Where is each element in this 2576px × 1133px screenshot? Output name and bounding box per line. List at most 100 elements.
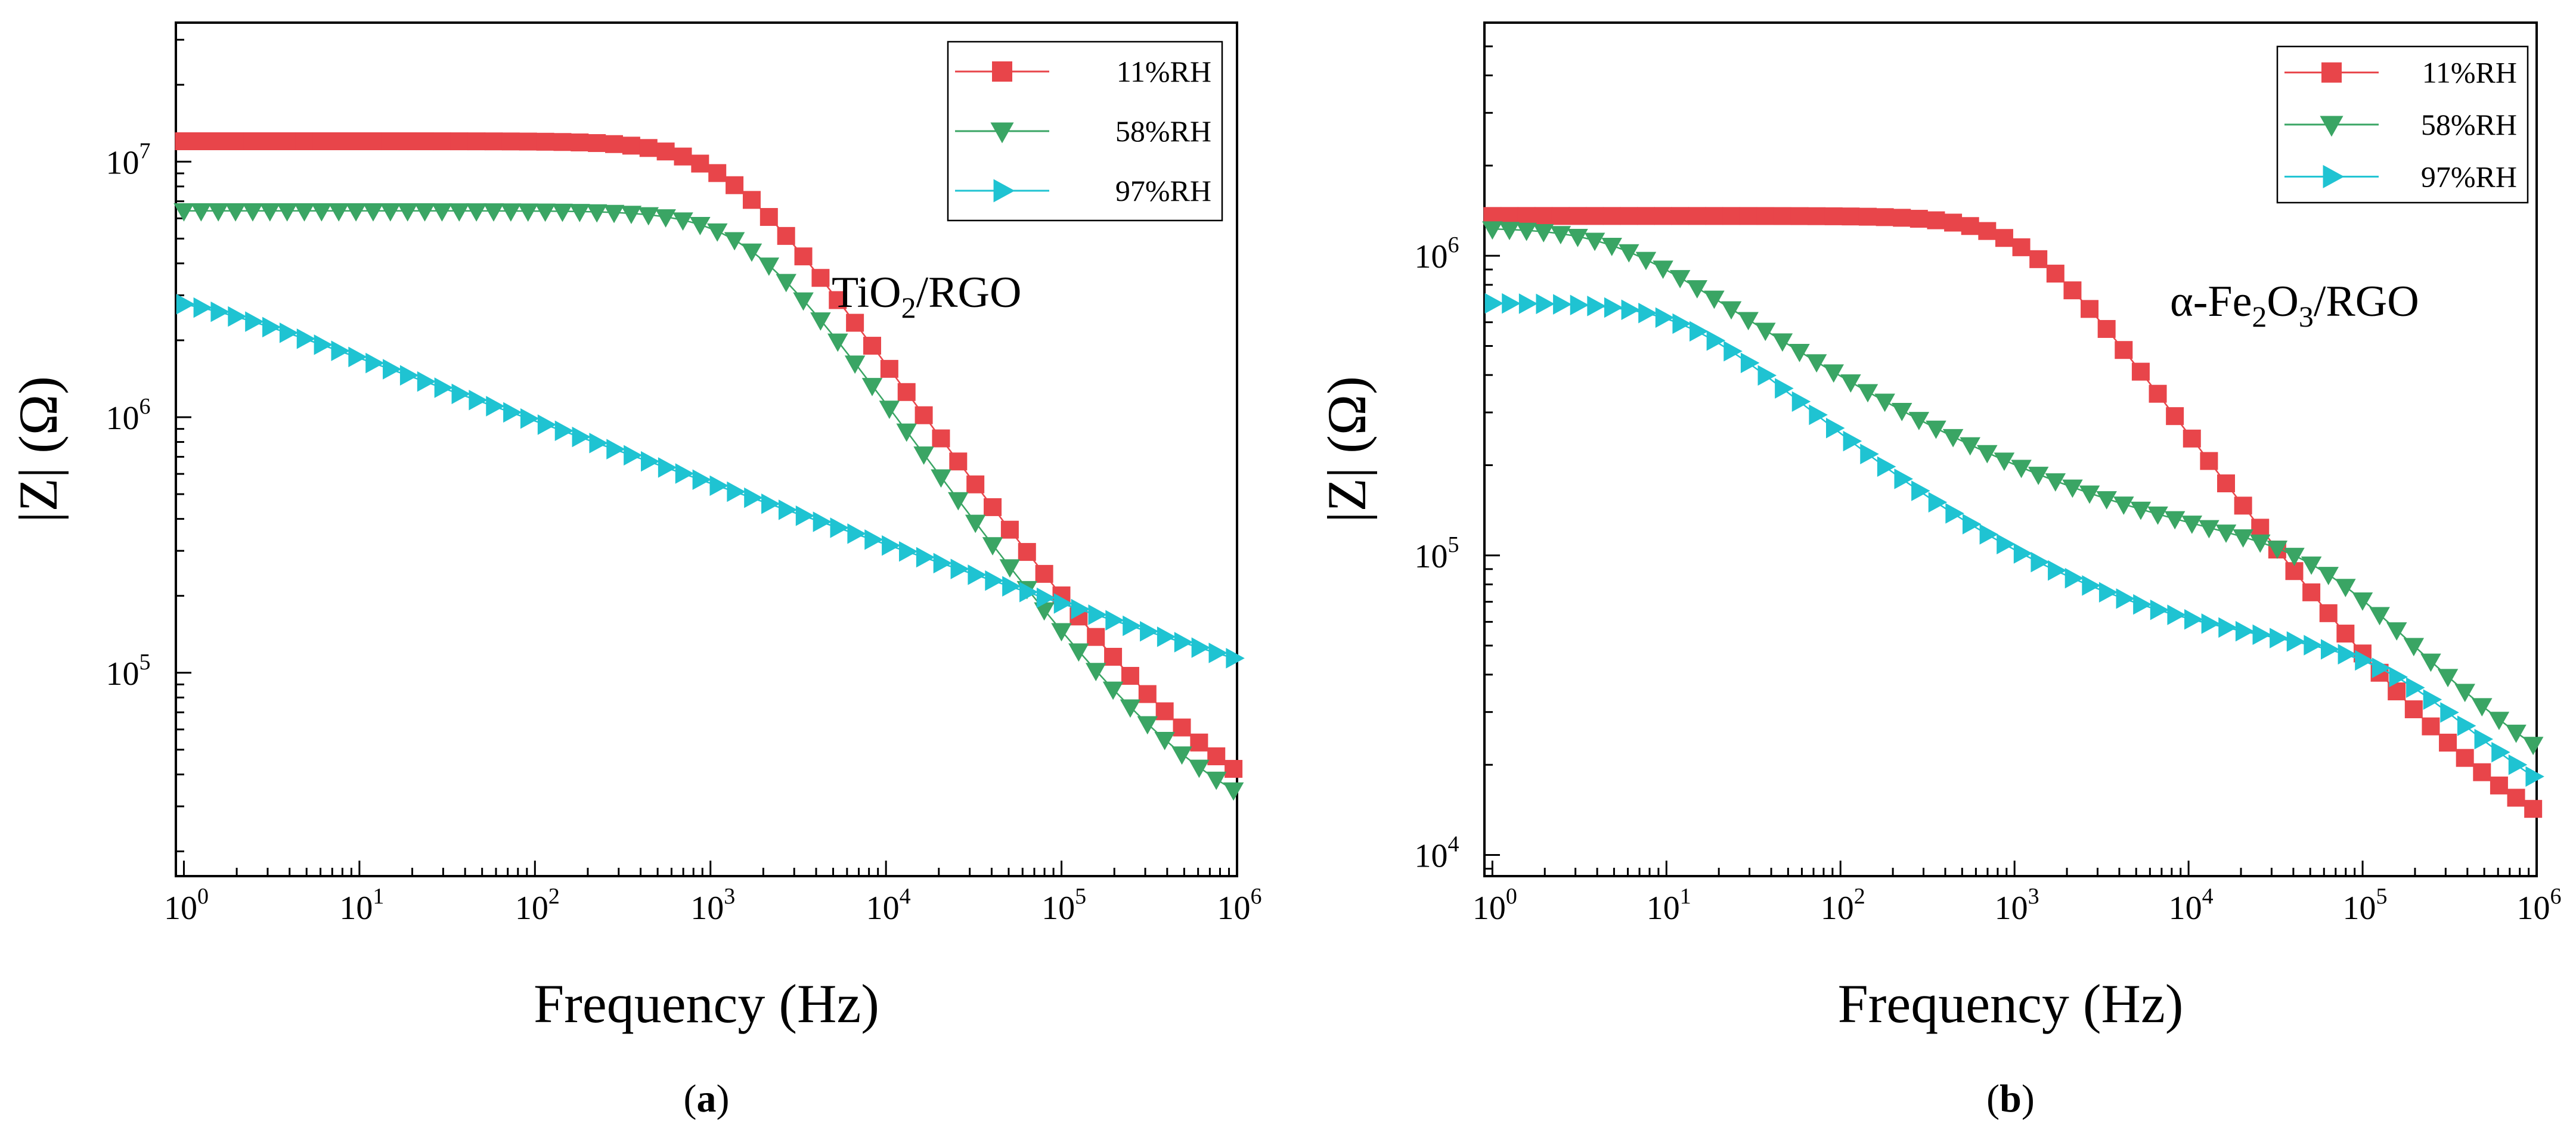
- data-point: [434, 377, 454, 398]
- data-point: [656, 142, 675, 161]
- data-point: [2490, 776, 2508, 794]
- x-axis-title: Frequency (Hz): [1838, 973, 2184, 1034]
- legend-label: 11%RH: [1117, 55, 1211, 88]
- x-tick-label: 103: [690, 884, 735, 927]
- data-point: [364, 132, 382, 151]
- data-point: [624, 445, 643, 466]
- x-tick-label: 105: [2343, 884, 2388, 927]
- data-point: [2386, 622, 2407, 641]
- data-point: [1739, 207, 1757, 225]
- data-point: [2304, 635, 2323, 656]
- data-point: [1036, 587, 1056, 609]
- legend-marker: [2320, 116, 2343, 137]
- data-point: [2062, 479, 2083, 498]
- data-point: [1604, 297, 1623, 318]
- data-point: [1961, 217, 1979, 235]
- data-point: [1620, 207, 1638, 225]
- data-point: [2012, 238, 2031, 256]
- x-tick-label: 101: [339, 884, 384, 927]
- data-point: [675, 463, 695, 484]
- data-point: [829, 291, 847, 309]
- data-point: [227, 132, 245, 150]
- data-point: [706, 223, 728, 242]
- data-point: [1121, 666, 1139, 685]
- data-point: [793, 292, 814, 311]
- data-point: [639, 139, 658, 157]
- data-point: [950, 558, 970, 579]
- data-point: [380, 203, 401, 222]
- data-point: [1997, 533, 2016, 555]
- data-point: [1928, 492, 1948, 513]
- data-point: [2013, 543, 2033, 564]
- data-point: [2491, 741, 2510, 763]
- data-point: [399, 365, 419, 386]
- data-point: [1874, 393, 1895, 412]
- data-point: [641, 451, 660, 472]
- data-point: [655, 209, 676, 228]
- data-point: [724, 232, 745, 251]
- series-line: [184, 140, 1234, 770]
- x-tick-label: 106: [2517, 884, 2562, 927]
- data-point: [1550, 226, 1571, 245]
- data-point: [913, 446, 934, 465]
- data-point: [2522, 737, 2544, 756]
- data-point: [1138, 685, 1157, 703]
- data-point: [1876, 208, 1894, 226]
- data-point: [605, 135, 624, 153]
- data-point: [1051, 623, 1072, 642]
- data-point: [690, 217, 711, 235]
- data-point: [2336, 625, 2355, 643]
- legend-label: 97%RH: [2421, 160, 2517, 193]
- data-point: [863, 337, 881, 355]
- x-tick-label: 104: [2169, 884, 2214, 927]
- data-point: [1553, 294, 1572, 315]
- data-point: [1035, 564, 1053, 583]
- data-point: [1977, 445, 1998, 464]
- data-point: [827, 333, 848, 352]
- data-point: [709, 475, 729, 496]
- data-point: [2352, 592, 2373, 611]
- data-point: [1688, 207, 1706, 225]
- series-line: [184, 210, 1234, 791]
- data-point: [1690, 321, 1709, 342]
- data-point: [1775, 378, 1794, 399]
- data-point: [1824, 207, 1843, 225]
- data-point: [811, 269, 830, 287]
- data-point: [674, 147, 692, 166]
- data-point: [1085, 663, 1106, 681]
- data-point: [2286, 631, 2306, 652]
- data-point: [589, 433, 608, 454]
- data-point: [259, 203, 281, 222]
- data-point: [192, 132, 210, 150]
- data-point: [2201, 613, 2221, 634]
- data-point: [1808, 207, 1826, 225]
- data-point: [278, 132, 296, 150]
- data-point: [1002, 576, 1021, 597]
- data-point: [897, 383, 916, 401]
- data-point: [2215, 524, 2237, 543]
- data-point: [1858, 207, 1877, 226]
- data-point: [1826, 417, 1845, 439]
- data-point: [1499, 222, 1520, 241]
- data-point: [517, 203, 538, 222]
- data-point: [830, 517, 850, 538]
- data-point: [810, 312, 831, 331]
- data-point: [2079, 485, 2100, 504]
- data-point: [761, 493, 780, 514]
- data-point: [312, 132, 331, 150]
- data-point: [758, 257, 780, 276]
- data-point: [2302, 583, 2321, 601]
- data-point: [483, 203, 504, 222]
- series-97%RH: [176, 294, 1245, 669]
- data-point: [1721, 301, 1742, 320]
- x-tick-label: 105: [1041, 884, 1086, 927]
- data-point: [451, 383, 471, 405]
- x-tick-label: 100: [1473, 884, 1517, 927]
- data-point: [2338, 644, 2357, 665]
- y-axis: 105 106 107: [106, 39, 191, 852]
- data-point: [916, 547, 935, 568]
- legend-label: 58%RH: [2421, 108, 2517, 141]
- data-point: [1773, 207, 1791, 225]
- data-point: [1154, 732, 1175, 750]
- data-point: [1502, 293, 1521, 314]
